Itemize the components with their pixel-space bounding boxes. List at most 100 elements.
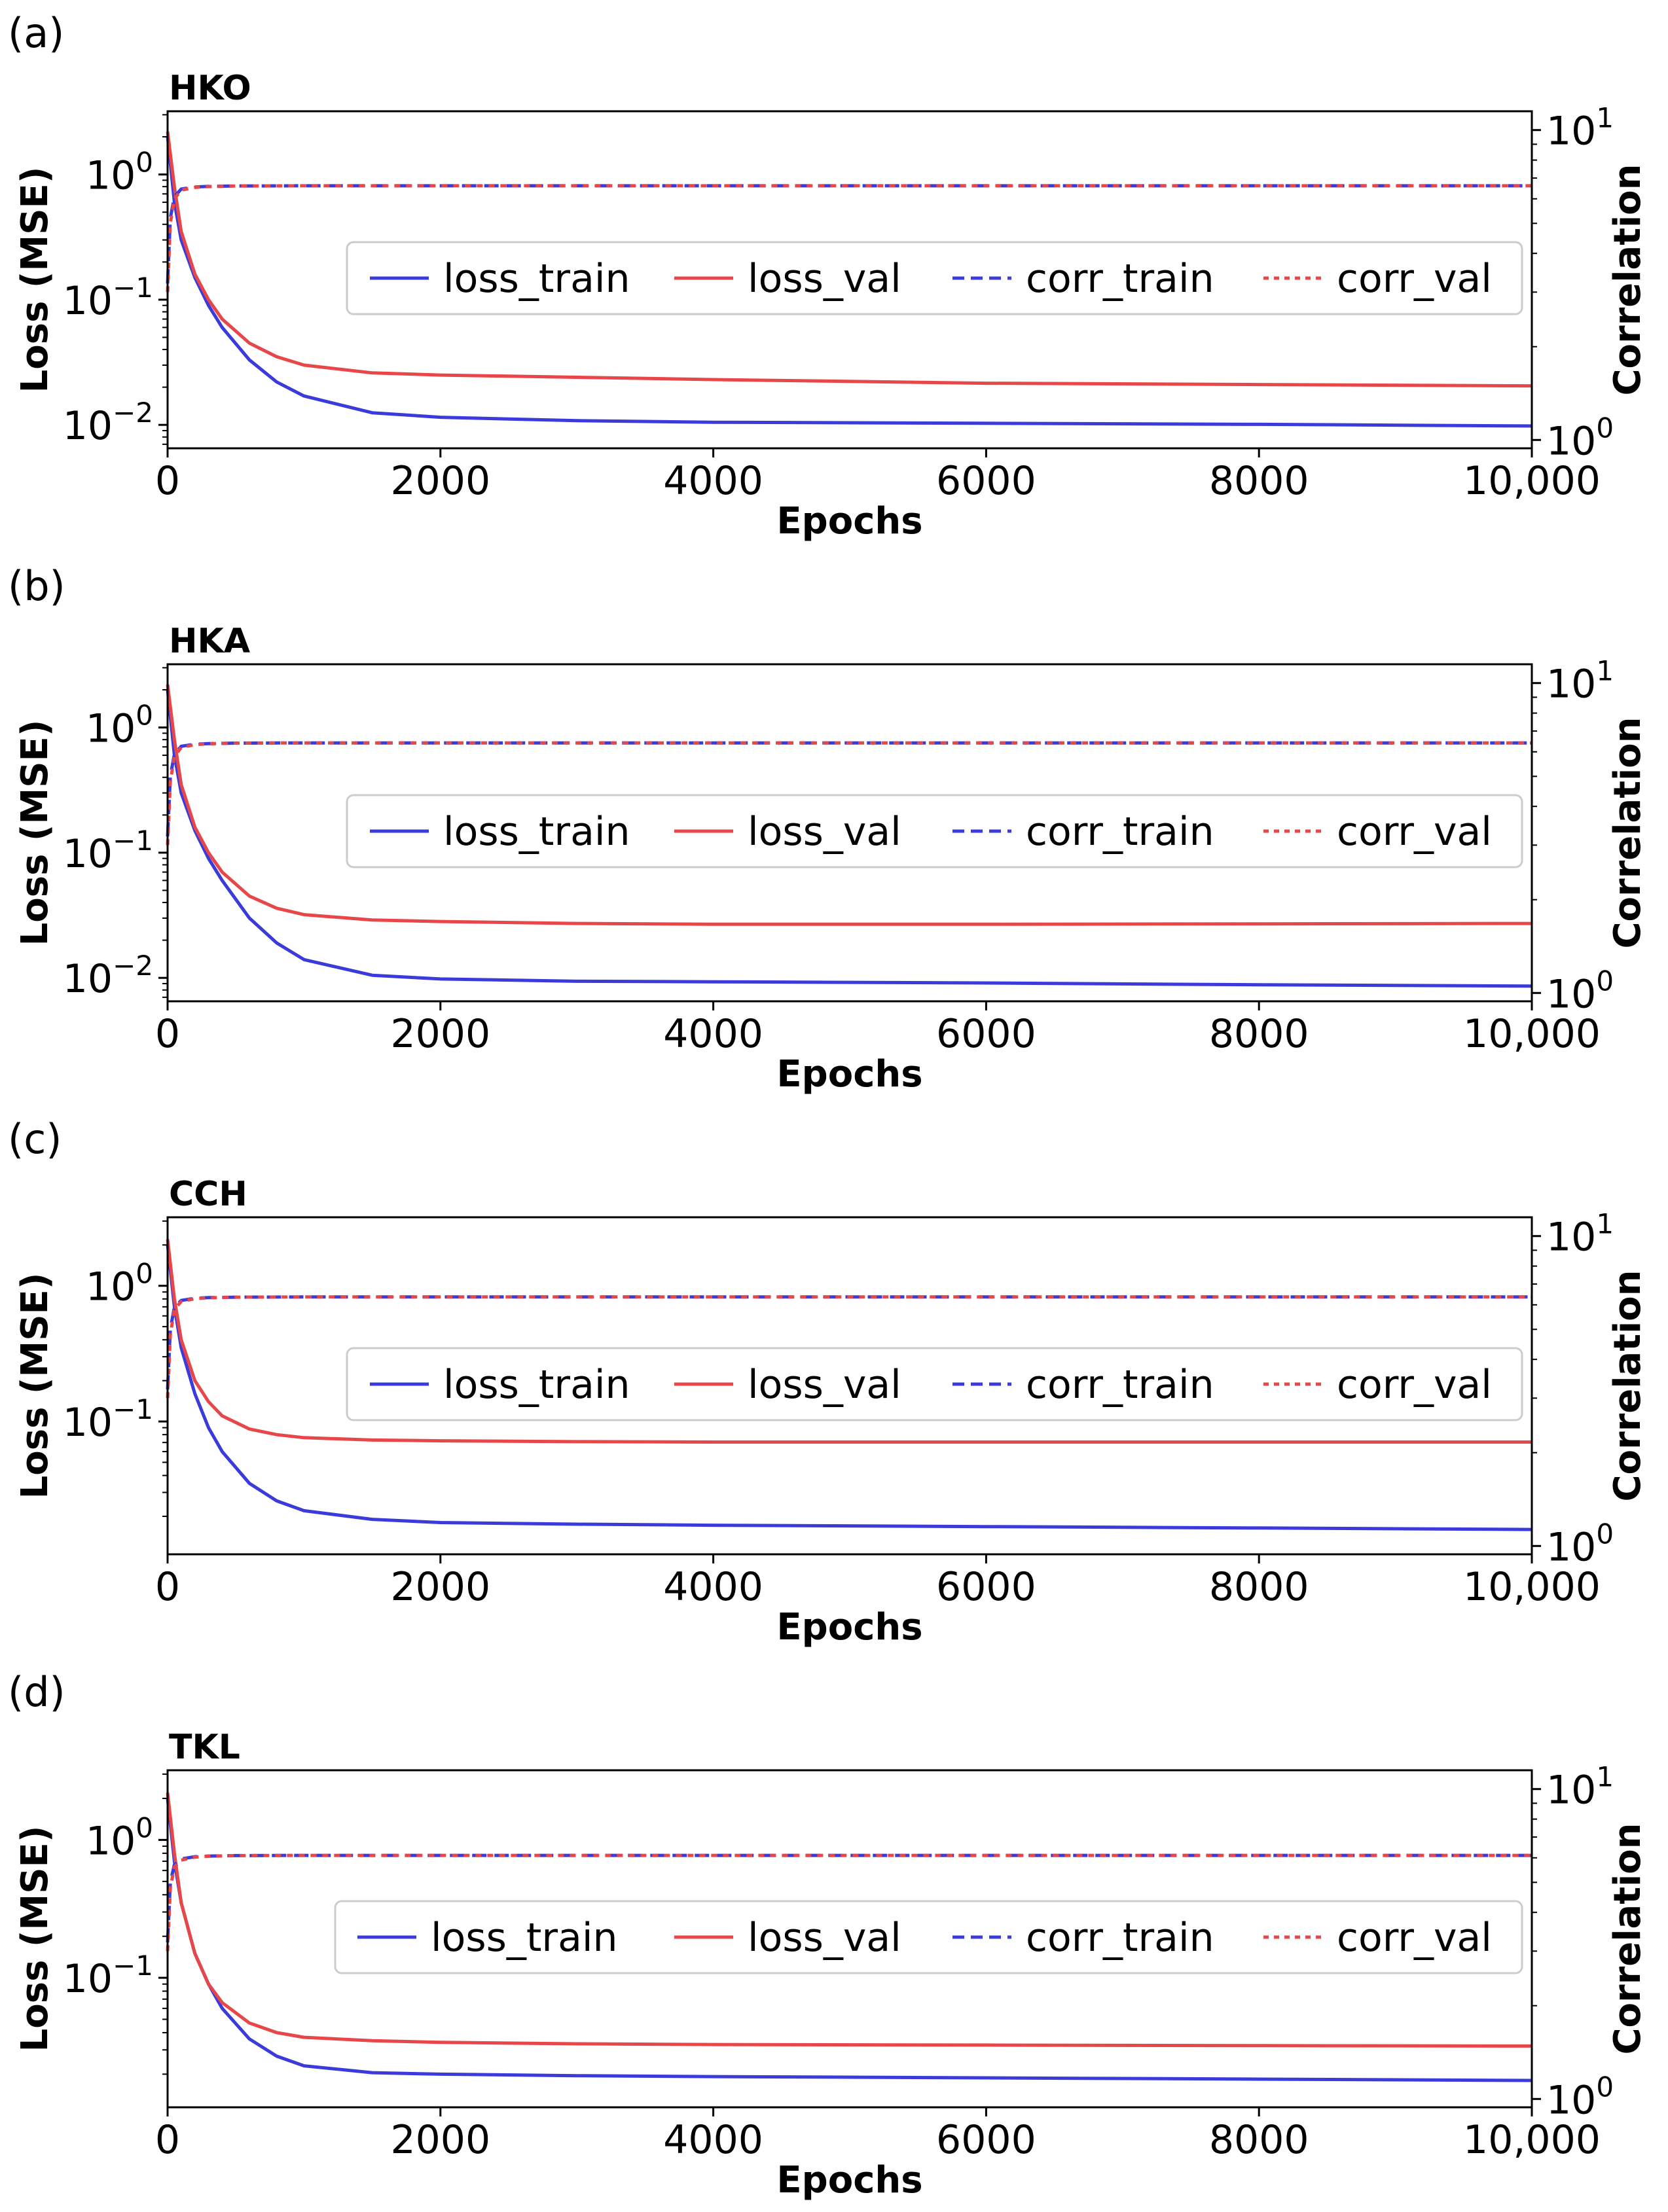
- y-tick-base: 10: [63, 278, 113, 324]
- chart-title: HKO: [169, 69, 251, 108]
- y-axis-title: Loss (MSE): [14, 720, 56, 946]
- y-tick-base: 10: [63, 831, 113, 877]
- series-line-loss-val: [166, 684, 1532, 926]
- legend-label-loss-train: loss_train: [443, 1362, 630, 1408]
- y2-tick-label: 101: [1546, 655, 1614, 707]
- x-axis-title: Epochs: [776, 2159, 922, 2202]
- legend-box: [346, 241, 1523, 315]
- y-tick-base: 10: [63, 403, 113, 449]
- legend-label-loss-val: loss_val: [748, 256, 901, 302]
- series-line-loss-val: [166, 1793, 1532, 2048]
- x-tick-label: 10,000: [1463, 458, 1601, 504]
- x-tick-label: 0: [155, 1564, 180, 1610]
- x-tick-label: 6000: [936, 1011, 1036, 1057]
- x-axis: 0 2000 4000 6000 8000 10,000: [155, 448, 1601, 504]
- y2-tick-base: 10: [1546, 109, 1596, 154]
- y2-axis-title: Correlation: [1606, 1270, 1649, 1501]
- y2-tick-label: 101: [1546, 1208, 1614, 1260]
- y2-tick-exponent: 0: [1596, 965, 1614, 997]
- chart-title: HKA: [169, 622, 250, 661]
- y2-tick-label: 100: [1546, 412, 1614, 464]
- x-tick-label: 8000: [1209, 1011, 1309, 1057]
- y-tick-base: 10: [63, 1400, 113, 1446]
- y2-tick-exponent: 0: [1596, 2071, 1614, 2103]
- y2-tick-label: 101: [1546, 1761, 1614, 1813]
- y2-tick-base: 10: [1546, 1215, 1596, 1260]
- legend-label-corr-train: corr_train: [1026, 809, 1214, 855]
- y2-axis-title: Correlation: [1606, 1823, 1649, 2054]
- x-tick-label: 10,000: [1463, 2117, 1601, 2163]
- legend-box: [346, 794, 1523, 868]
- y-axis-title: Loss (MSE): [14, 1273, 56, 1499]
- y-tick-label: 10−1: [63, 1393, 153, 1446]
- x-tick-label: 10,000: [1463, 1011, 1601, 1057]
- series-line-loss-train: [166, 136, 1532, 428]
- series-line-loss-train: [166, 689, 1532, 988]
- y2-tick-exponent: 1: [1596, 1761, 1614, 1793]
- panel-letter: (b): [8, 562, 65, 610]
- legend-label-loss-val: loss_val: [748, 809, 901, 855]
- y-tick-exponent: −1: [113, 1393, 153, 1425]
- y-tick-label: 10−1: [63, 1950, 153, 2002]
- x-tick-label: 4000: [663, 1564, 763, 1610]
- y-tick-label: 100: [86, 700, 153, 752]
- legend-label-corr-val: corr_val: [1337, 1915, 1492, 1961]
- x-axis-title: Epochs: [776, 1606, 922, 1649]
- y-tick-exponent: −2: [113, 950, 153, 982]
- y2-tick-label: 101: [1546, 102, 1614, 154]
- y2-tick-exponent: 0: [1596, 412, 1614, 444]
- y2-tick-base: 10: [1546, 418, 1596, 464]
- y-tick-label: 10−2: [63, 397, 153, 449]
- x-tick-label: 4000: [663, 2117, 763, 2163]
- x-tick-label: 2000: [390, 458, 490, 504]
- y-tick-exponent: 0: [136, 1258, 153, 1290]
- x-tick-label: 10,000: [1463, 1564, 1601, 1610]
- series-line-loss-val: [166, 1239, 1532, 1444]
- legend-label-loss-train: loss_train: [431, 1915, 618, 1961]
- y-tick-exponent: −2: [113, 397, 153, 429]
- y-tick-label: 100: [86, 1258, 153, 1310]
- series-line-loss-train: [166, 1245, 1532, 1531]
- y-tick-base: 10: [63, 956, 113, 1002]
- x-tick-label: 0: [155, 2117, 180, 2163]
- x-tick-label: 2000: [390, 1011, 490, 1057]
- x-tick-label: 6000: [936, 1564, 1036, 1610]
- plot-frame: [166, 1769, 1533, 2109]
- y-tick-base: 10: [63, 1956, 113, 2002]
- x-tick-label: 0: [155, 458, 180, 504]
- chart-title: TKL: [169, 1728, 240, 1767]
- y-tick-exponent: 0: [136, 700, 153, 732]
- y2-tick-label: 100: [1546, 1518, 1614, 1570]
- x-tick-label: 4000: [663, 1011, 763, 1057]
- x-tick-label: 8000: [1209, 458, 1309, 504]
- y-tick-label: 100: [86, 1811, 153, 1864]
- x-axis: 0 2000 4000 6000 8000 10,000: [155, 1554, 1601, 1610]
- series-line-corr-val: [166, 184, 1532, 293]
- y-axis-title: Loss (MSE): [14, 1826, 56, 2052]
- y-tick-label: 100: [86, 147, 153, 199]
- x-tick-label: 2000: [390, 2117, 490, 2163]
- legend-box: [346, 1347, 1523, 1421]
- y-tick-label: 10−1: [63, 272, 153, 324]
- y-tick-base: 10: [86, 1264, 136, 1310]
- y-tick-exponent: −1: [113, 272, 153, 304]
- legend: loss_train loss_val corr_train corr_val: [346, 241, 1523, 315]
- legend: loss_train loss_val corr_train corr_val: [334, 1900, 1523, 1974]
- legend-label-loss-train: loss_train: [443, 256, 630, 302]
- y-tick-label: 10−2: [63, 950, 153, 1002]
- x-tick-label: 8000: [1209, 2117, 1309, 2163]
- y-tick-label: 10−1: [63, 825, 153, 877]
- legend: loss_train loss_val corr_train corr_val: [346, 1347, 1523, 1421]
- y-tick-exponent: −1: [113, 825, 153, 857]
- legend-label-corr-val: corr_val: [1337, 809, 1492, 855]
- y2-axis-title: Correlation: [1606, 717, 1649, 948]
- y2-tick-base: 10: [1546, 2077, 1596, 2123]
- y-tick-exponent: 0: [136, 1811, 153, 1844]
